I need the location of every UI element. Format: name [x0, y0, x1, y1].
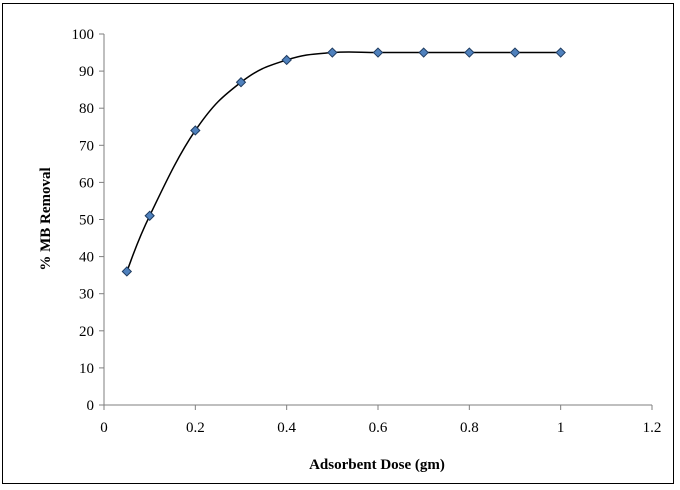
- x-tick-label: 0.6: [369, 420, 388, 436]
- data-point-marker: [509, 47, 521, 58]
- axes: [103, 34, 652, 406]
- data-point-marker: [327, 47, 338, 58]
- series-line: [126, 51, 561, 272]
- y-tick-label: 90: [79, 64, 94, 80]
- y-tick-label: 70: [79, 138, 94, 154]
- x-axis-title: Adsorbent Dose (gm): [309, 457, 445, 473]
- x-tick-label: 1.2: [643, 420, 662, 436]
- y-tick-label: 20: [79, 324, 94, 340]
- y-tick-label: 0: [87, 398, 95, 414]
- series: [121, 47, 566, 277]
- x-tick-label: 0: [100, 420, 108, 436]
- chart-frame: [2, 3, 674, 484]
- data-point-marker: [418, 47, 429, 58]
- y-tick-label: 40: [79, 250, 94, 266]
- data-point-marker: [555, 47, 566, 58]
- data-point-marker: [372, 47, 384, 58]
- data-point-marker: [121, 266, 133, 277]
- x-tick-label: 0.8: [460, 420, 479, 436]
- x-tick-label: 0.2: [186, 420, 205, 436]
- y-ticks: 0 10 20 30 40 50 60 70 80 90 100: [72, 27, 104, 414]
- y-tick-label: 50: [79, 213, 94, 229]
- data-point-marker: [281, 54, 292, 66]
- y-axis-title: % MB Removal: [38, 167, 54, 270]
- y-tick-label: 60: [79, 175, 94, 191]
- x-tick-label: 1: [557, 420, 565, 436]
- data-point-marker: [190, 125, 201, 136]
- x-ticks: 0 0.2 0.4 0.6 0.8 1 1.2: [100, 405, 661, 436]
- data-point-marker: [235, 77, 247, 88]
- data-point-marker: [464, 47, 475, 58]
- data-point-marker: [144, 210, 155, 221]
- y-tick-label: 10: [79, 361, 94, 377]
- y-tick-label: 100: [72, 27, 95, 43]
- y-tick-label: 30: [79, 287, 94, 303]
- y-tick-label: 80: [79, 101, 94, 117]
- x-tick-label: 0.4: [277, 420, 296, 436]
